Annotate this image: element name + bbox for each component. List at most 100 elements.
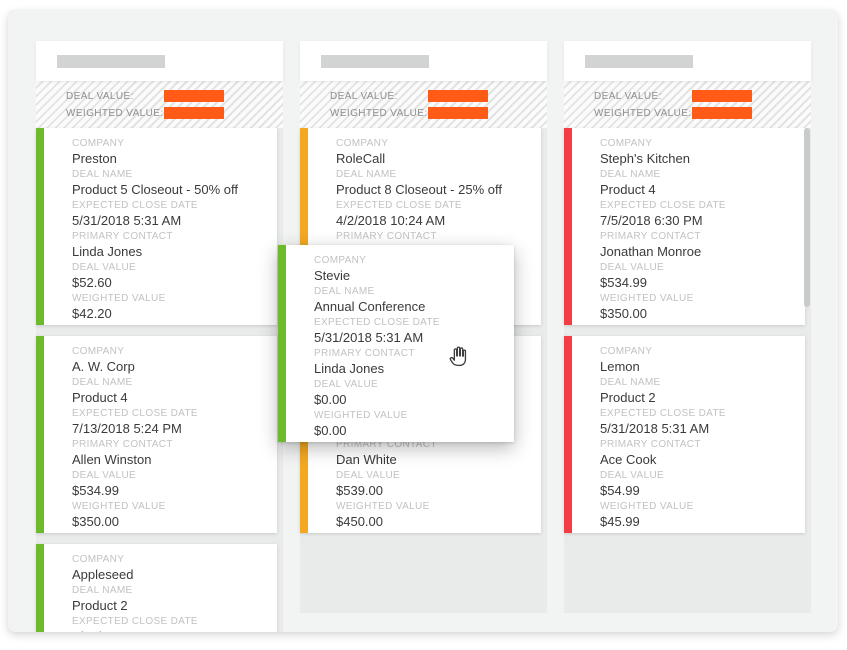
company-value: RoleCall [336,151,386,166]
weighted-value-value: $450.00 [336,514,383,529]
card-field: DEAL VALUE $534.99 [72,469,269,500]
card-field: DEAL VALUE $0.00 [314,378,506,409]
pipeline-column-1: DEAL VALUE: WEIGHTED VALUE: COMPANY Preston… [36,41,283,632]
card-field: PRIMARY CONTACT Allen Winston [72,438,269,469]
deal-value-value: $54.99 [600,483,640,498]
expected-close-date-value: 5/31/2018 5:31 AM [72,628,269,632]
card-field: EXPECTED CLOSE DATE 4/2/2018 10:24 AM [336,199,533,230]
summary-row: DEAL VALUE: [564,90,811,102]
deal-name-value: Product 5 Closeout - 50% off [72,182,238,197]
card-field: PRIMARY CONTACT Linda Jones [314,347,506,378]
card-field: PRIMARY CONTACT [336,230,533,261]
field-label: COMPANY [72,554,125,565]
column-summary: DEAL VALUE: WEIGHTED VALUE: [564,81,811,128]
card-field: PRIMARY CONTACT Linda Jones [72,230,269,261]
card-field: COMPANY Steph's Kitchen [600,137,797,168]
card-field: COMPANY Lemon [600,345,797,376]
column-scrollbar-thumb[interactable] [804,128,810,307]
weighted-value-label: WEIGHTED VALUE: [330,108,428,119]
primary-contact-value: Allen Winston [72,452,152,467]
deal-value-label: DEAL VALUE: [66,91,134,102]
card-field: DEAL VALUE $534.99 [600,261,797,292]
card-field: PRIMARY CONTACT Dan White [336,438,533,469]
company-value: A. W. Corp [72,359,135,374]
field-label: PRIMARY CONTACT [600,231,701,242]
company-value: Stevie [314,268,351,283]
field-label: WEIGHTED VALUE [600,293,694,304]
card-field: WEIGHTED VALUE $42.20 [72,292,269,323]
card-field: DEAL NAME Product 4 [600,168,797,199]
weighted-value-value: $45.99 [600,514,640,529]
deal-name-value: Product 2 [72,598,128,613]
field-label: DEAL VALUE [600,262,665,273]
field-label: EXPECTED CLOSE DATE [336,200,462,211]
field-label: EXPECTED CLOSE DATE [600,200,726,211]
primary-contact-value: Linda Jones [72,244,143,259]
card-field: PRIMARY CONTACT Jonathan Monroe [600,230,797,261]
deal-value-value: $534.99 [72,483,119,498]
field-label: PRIMARY CONTACT [72,231,173,242]
deal-name-value: Product 2 [600,390,656,405]
primary-contact-value: Dan White [336,452,397,467]
summary-row: DEAL VALUE: [36,90,283,102]
company-value: Steph's Kitchen [600,151,690,166]
deal-card[interactable]: COMPANY Lemon DEAL NAME Product 2 EXPECTED C… [564,336,805,533]
deal-value-value: $0.00 [314,392,347,407]
column-summary: DEAL VALUE: WEIGHTED VALUE: [36,81,283,128]
expected-close-date-value: 5/31/2018 5:31 AM [72,213,182,228]
company-value: Appleseed [72,567,134,582]
field-label: DEAL VALUE [72,262,137,273]
deal-card[interactable]: COMPANY Steph's Kitchen DEAL NAME Product 4… [564,128,805,325]
deal-card[interactable]: COMPANY A. W. Corp DEAL NAME Product 4 EXPEC… [36,336,277,533]
field-label: DEAL VALUE [72,470,137,481]
card-field: WEIGHTED VALUE $45.99 [600,500,797,531]
expected-close-date-value: 4/2/2018 10:24 AM [336,213,446,228]
weighted-value-value: $350.00 [72,514,119,529]
field-label: EXPECTED CLOSE DATE [72,616,198,627]
field-label: WEIGHTED VALUE [72,501,166,512]
deal-value-label: DEAL VALUE: [330,91,398,102]
column-title-placeholder [57,55,165,68]
deal-card[interactable]: COMPANY Preston DEAL NAME Product 5 Closeou… [36,128,277,325]
field-label: COMPANY [314,255,367,266]
field-label: DEAL VALUE [600,470,665,481]
card-field: WEIGHTED VALUE $350.00 [600,292,797,323]
deal-value-value: $539.00 [336,483,383,498]
card-field: PRIMARY CONTACT Ace Cook [600,438,797,469]
field-label: DEAL NAME [600,169,661,180]
weighted-value-value: $350.00 [600,306,647,321]
deal-value-redacted-bar [164,90,224,102]
weighted-value-redacted-bar [428,107,488,119]
field-label: EXPECTED CLOSE DATE [314,317,440,328]
column-title-placeholder [321,55,429,68]
summary-row: DEAL VALUE: [300,90,547,102]
column-header [564,41,811,81]
field-label: EXPECTED CLOSE DATE [72,200,198,211]
summary-row: WEIGHTED VALUE: [300,107,547,119]
weighted-value-label: WEIGHTED VALUE: [594,108,692,119]
field-label: DEAL VALUE [336,470,401,481]
column-header [300,41,547,81]
pipeline-column-3: DEAL VALUE: WEIGHTED VALUE: COMPANY Steph's… [564,41,811,613]
company-value: Preston [72,151,117,166]
field-label: WEIGHTED VALUE [336,501,430,512]
weighted-value-redacted-bar [164,107,224,119]
field-label: PRIMARY CONTACT [336,439,437,450]
field-label: PRIMARY CONTACT [336,231,437,242]
dragged-deal-card[interactable]: COMPANY Stevie DEAL NAME Annual Conferen… [278,245,514,442]
weighted-value-redacted-bar [692,107,752,119]
card-field: COMPANY Stevie [314,254,506,285]
card-field: EXPECTED CLOSE DATE 7/5/2018 6:30 PM [600,199,797,230]
primary-contact-value: Jonathan Monroe [600,244,702,259]
card-field: EXPECTED CLOSE DATE 7/13/2018 5:24 PM [72,407,269,438]
summary-row: WEIGHTED VALUE: [36,107,283,119]
card-field: COMPANY RoleCall [336,137,533,168]
field-label: WEIGHTED VALUE [72,293,166,304]
card-field: DEAL NAME Product 4 [72,376,269,407]
column-summary: DEAL VALUE: WEIGHTED VALUE: [300,81,547,128]
weighted-value-value: $42.20 [72,306,112,321]
card-field: WEIGHTED VALUE $0.00 [314,409,506,440]
deal-card[interactable]: COMPANY Appleseed DEAL NAME Product 2 EXPECT… [36,544,277,632]
deal-name-value: Annual Conference [314,299,426,314]
